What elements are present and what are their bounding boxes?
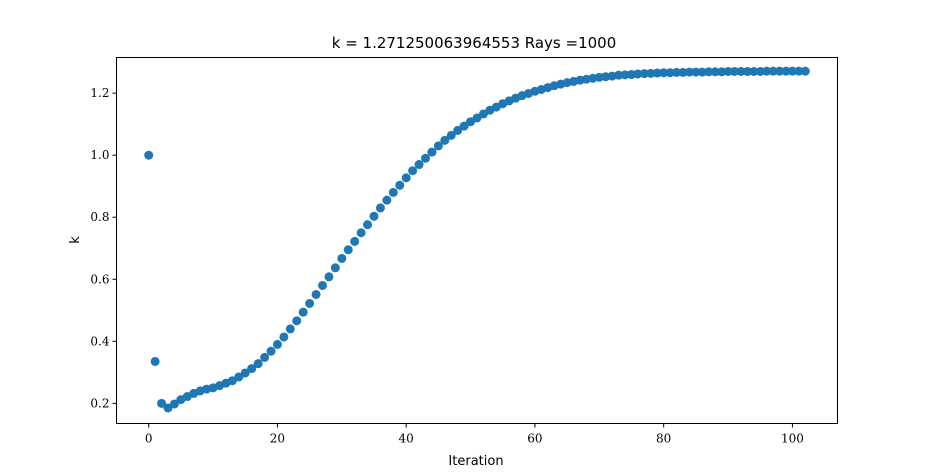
- data-point: [794, 66, 804, 76]
- data-point: [356, 228, 366, 238]
- data-point: [163, 403, 173, 413]
- data-point: [260, 352, 270, 362]
- data-point: [324, 272, 334, 282]
- data-point: [401, 173, 411, 183]
- data-point: [762, 66, 772, 76]
- data-point: [433, 141, 443, 151]
- data-point: [330, 263, 340, 273]
- y-tick-label: 0.6: [90, 272, 109, 286]
- data-point: [775, 66, 785, 76]
- data-point: [414, 160, 424, 170]
- x-tick-label: 100: [781, 432, 804, 446]
- data-point: [440, 135, 450, 145]
- data-point: [453, 125, 463, 135]
- data-point: [697, 67, 707, 77]
- data-point: [652, 68, 662, 78]
- data-point: [266, 346, 276, 356]
- data-point: [343, 245, 353, 255]
- data-points: [144, 66, 810, 413]
- data-point: [253, 359, 263, 369]
- data-point: [781, 66, 791, 76]
- y-axis-label: k: [68, 236, 83, 244]
- x-axis-label: Iteration: [448, 454, 503, 469]
- data-point: [768, 66, 778, 76]
- data-point: [710, 67, 720, 77]
- data-point: [169, 399, 179, 409]
- data-point: [749, 66, 759, 76]
- data-point: [472, 113, 482, 123]
- data-point: [730, 66, 739, 76]
- data-point: [684, 67, 694, 77]
- data-point: [279, 332, 289, 342]
- plot-frame: [116, 57, 838, 424]
- data-point: [144, 150, 154, 160]
- data-point: [395, 180, 405, 190]
- chart-title: k = 1.271250063964553 Rays =1000: [332, 34, 617, 52]
- data-point: [350, 236, 360, 246]
- data-point: [639, 69, 649, 79]
- y-tick-label: 1.2: [90, 86, 109, 100]
- data-point: [247, 364, 257, 374]
- data-point: [337, 253, 347, 263]
- data-point: [234, 372, 244, 382]
- data-point: [150, 356, 160, 366]
- data-point: [369, 211, 379, 221]
- data-point: [240, 368, 250, 378]
- data-point: [620, 70, 630, 80]
- y-tick-label: 1.0: [90, 148, 109, 162]
- data-point: [388, 187, 398, 197]
- data-point: [427, 147, 437, 157]
- data-point: [787, 66, 797, 76]
- data-point: [678, 67, 688, 77]
- x-tick-label: 20: [270, 432, 285, 446]
- y-tick-label: 0.4: [90, 334, 109, 348]
- data-point: [672, 67, 682, 77]
- data-point: [375, 203, 385, 213]
- data-point: [646, 68, 656, 78]
- data-point: [691, 67, 701, 77]
- data-point: [292, 316, 302, 326]
- data-point: [723, 66, 733, 76]
- data-point: [459, 121, 469, 131]
- x-tick-label: 80: [656, 432, 671, 446]
- data-point: [363, 220, 373, 230]
- data-point: [298, 307, 308, 317]
- x-axis: 0 20 40 60 80 100: [145, 423, 804, 446]
- data-point: [421, 153, 430, 163]
- data-point: [659, 68, 669, 78]
- data-point: [755, 66, 765, 76]
- data-point: [633, 69, 643, 79]
- data-point: [717, 67, 727, 77]
- y-axis: 0.2 0.4 0.6 0.8 1.0 1.2: [90, 86, 117, 410]
- data-point: [446, 130, 456, 140]
- data-point: [742, 66, 752, 76]
- data-point: [272, 339, 282, 349]
- x-tick-label: 0: [145, 432, 153, 446]
- data-point: [704, 67, 714, 77]
- y-tick-label: 0.2: [90, 396, 109, 410]
- data-point: [800, 66, 810, 76]
- x-tick-label: 40: [399, 432, 414, 446]
- data-point: [305, 298, 315, 308]
- data-point: [285, 324, 295, 334]
- data-point: [157, 398, 167, 408]
- data-point: [318, 280, 327, 290]
- data-point: [665, 68, 675, 78]
- data-point: [408, 166, 418, 176]
- y-tick-label: 0.8: [90, 210, 109, 224]
- data-point: [311, 289, 321, 299]
- data-point: [614, 70, 624, 80]
- x-tick-label: 60: [527, 432, 542, 446]
- data-point: [382, 195, 392, 205]
- data-point: [736, 66, 746, 76]
